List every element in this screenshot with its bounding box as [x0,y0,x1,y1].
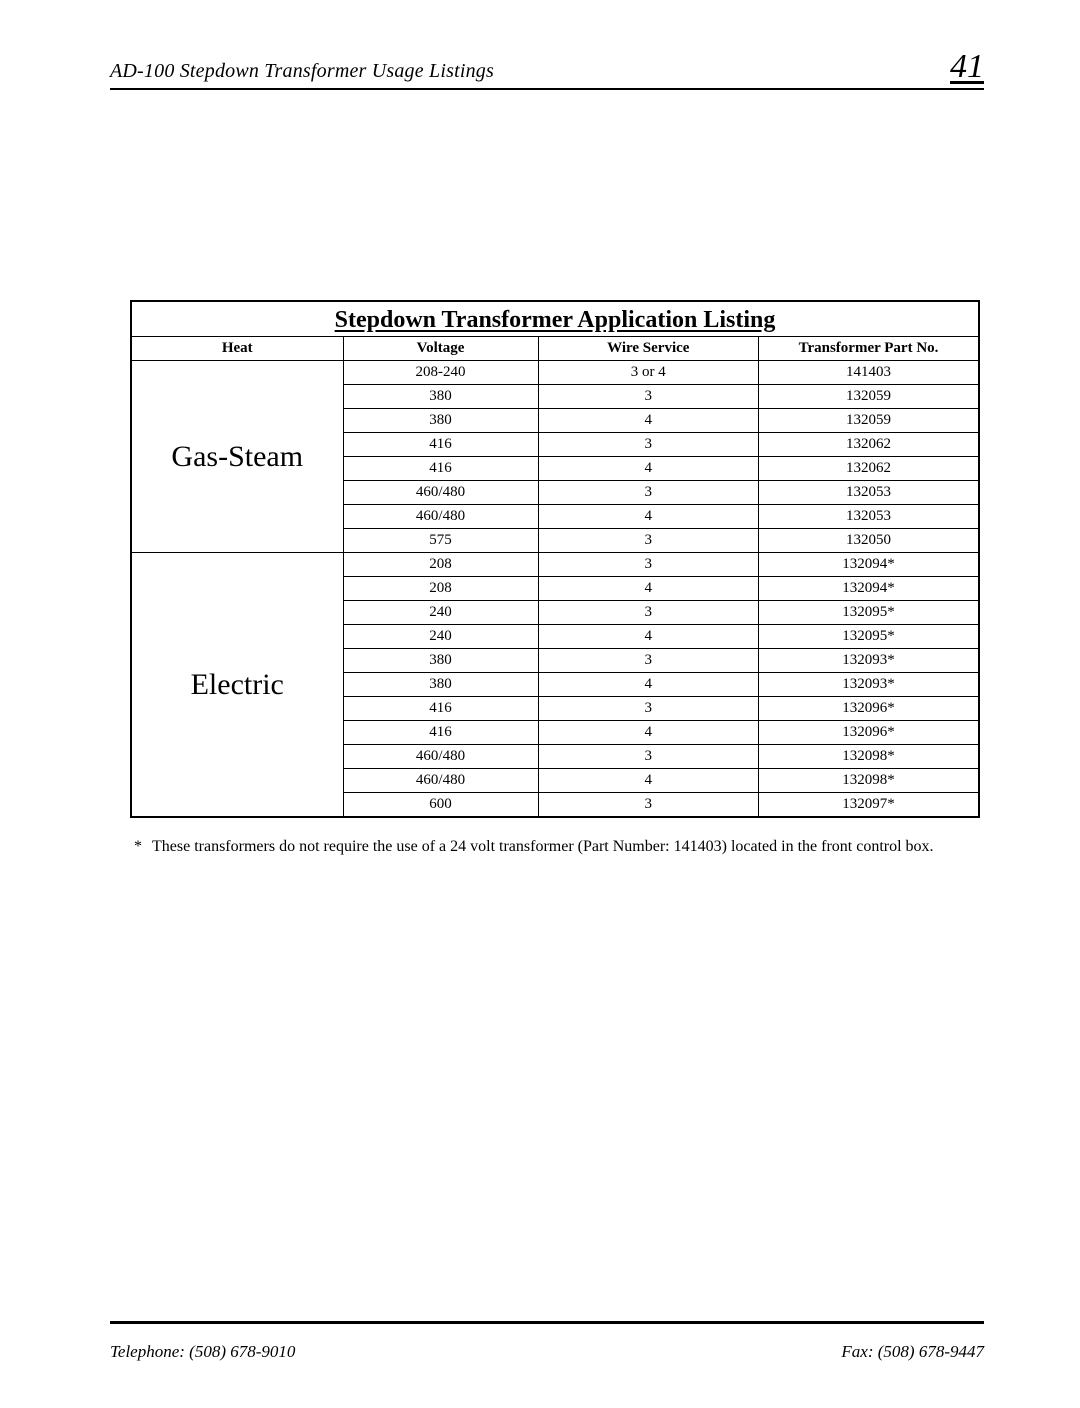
header-title: AD-100 Stepdown Transformer Usage Listin… [110,60,494,83]
cell-part: 132059 [759,409,980,433]
col-wire: Wire Service [538,337,758,361]
cell-part: 132093* [759,649,980,673]
col-heat: Heat [131,337,343,361]
page: AD-100 Stepdown Transformer Usage Listin… [0,0,1080,856]
footer-fax: Fax: (508) 678-9447 [841,1342,984,1362]
cell-voltage: 416 [343,697,538,721]
cell-wire: 3 or 4 [538,361,758,385]
cell-part: 132094* [759,553,980,577]
cell-wire: 4 [538,721,758,745]
cell-voltage: 460/480 [343,745,538,769]
cell-part: 132062 [759,457,980,481]
col-voltage: Voltage [343,337,538,361]
table-body: Gas-Steam208-2403 or 4141403380313205938… [131,361,979,818]
footnote-text: These transformers do not require the us… [152,838,934,856]
cell-voltage: 460/480 [343,769,538,793]
heat-cell: Electric [131,553,343,818]
footer-telephone: Telephone: (508) 678-9010 [110,1342,295,1362]
cell-wire: 3 [538,481,758,505]
cell-voltage: 380 [343,649,538,673]
cell-part: 132053 [759,481,980,505]
heat-cell: Gas-Steam [131,361,343,553]
footnote: * These transformers do not require the … [134,838,960,856]
table-row: Electric2083132094* [131,553,979,577]
cell-voltage: 208 [343,553,538,577]
cell-voltage: 208 [343,577,538,601]
cell-part: 132095* [759,601,980,625]
cell-voltage: 380 [343,673,538,697]
cell-voltage: 575 [343,529,538,553]
cell-voltage: 460/480 [343,481,538,505]
cell-voltage: 380 [343,409,538,433]
cell-wire: 3 [538,553,758,577]
cell-wire: 4 [538,505,758,529]
cell-voltage: 240 [343,601,538,625]
cell-wire: 4 [538,577,758,601]
table-row: Gas-Steam208-2403 or 4141403 [131,361,979,385]
transformer-table: Stepdown Transformer Application Listing… [130,300,980,818]
cell-part: 132097* [759,793,980,818]
cell-voltage: 208-240 [343,361,538,385]
cell-part: 132094* [759,577,980,601]
cell-wire: 3 [538,529,758,553]
cell-voltage: 600 [343,793,538,818]
cell-voltage: 416 [343,721,538,745]
table-title: Stepdown Transformer Application Listing [131,301,979,337]
cell-voltage: 416 [343,457,538,481]
cell-part: 132096* [759,721,980,745]
cell-voltage: 240 [343,625,538,649]
cell-wire: 4 [538,769,758,793]
col-part: Transformer Part No. [759,337,980,361]
cell-part: 132098* [759,769,980,793]
cell-part: 132096* [759,697,980,721]
cell-wire: 4 [538,409,758,433]
page-header: AD-100 Stepdown Transformer Usage Listin… [110,48,984,90]
cell-wire: 4 [538,673,758,697]
cell-wire: 3 [538,697,758,721]
cell-voltage: 460/480 [343,505,538,529]
cell-wire: 3 [538,745,758,769]
cell-part: 132098* [759,745,980,769]
cell-part: 132059 [759,385,980,409]
cell-wire: 3 [538,649,758,673]
cell-part: 132095* [759,625,980,649]
cell-wire: 3 [538,433,758,457]
cell-voltage: 416 [343,433,538,457]
cell-wire: 4 [538,625,758,649]
cell-part: 141403 [759,361,980,385]
page-number: 41 [950,48,984,86]
cell-part: 132053 [759,505,980,529]
cell-wire: 4 [538,457,758,481]
table-title-row: Stepdown Transformer Application Listing [131,301,979,337]
table-header-row: Heat Voltage Wire Service Transformer Pa… [131,337,979,361]
cell-part: 132093* [759,673,980,697]
cell-wire: 3 [538,793,758,818]
cell-wire: 3 [538,601,758,625]
page-footer: Telephone: (508) 678-9010 Fax: (508) 678… [110,1342,984,1362]
footer-rule [110,1321,984,1324]
footnote-marker: * [134,838,142,856]
cell-wire: 3 [538,385,758,409]
cell-part: 132050 [759,529,980,553]
cell-part: 132062 [759,433,980,457]
table-wrap: Stepdown Transformer Application Listing… [130,300,980,818]
cell-voltage: 380 [343,385,538,409]
